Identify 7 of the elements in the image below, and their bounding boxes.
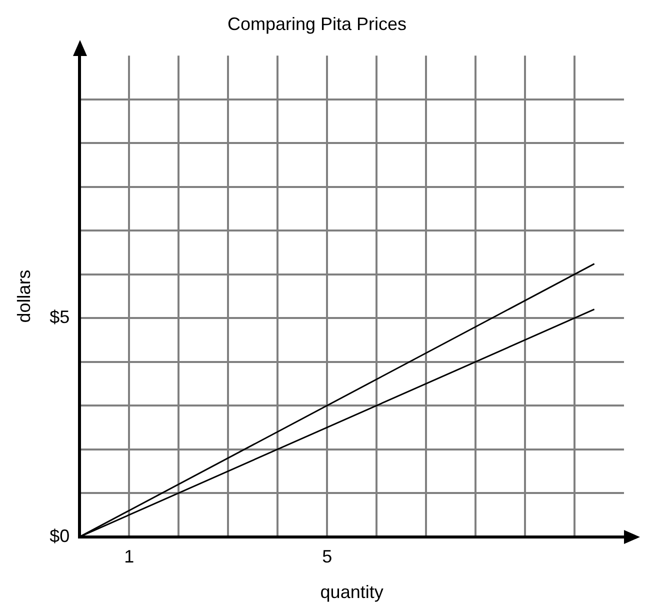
y-axis-title: dollars xyxy=(14,270,34,323)
x-tick-label: 1 xyxy=(124,546,134,567)
y-tick-label: $5 xyxy=(50,307,70,328)
x-axis-title: quantity xyxy=(320,582,384,602)
chart-title: Comparing Pita Prices xyxy=(227,14,407,34)
x-tick-label: 5 xyxy=(322,546,332,567)
y-tick-label: $0 xyxy=(50,526,70,546)
